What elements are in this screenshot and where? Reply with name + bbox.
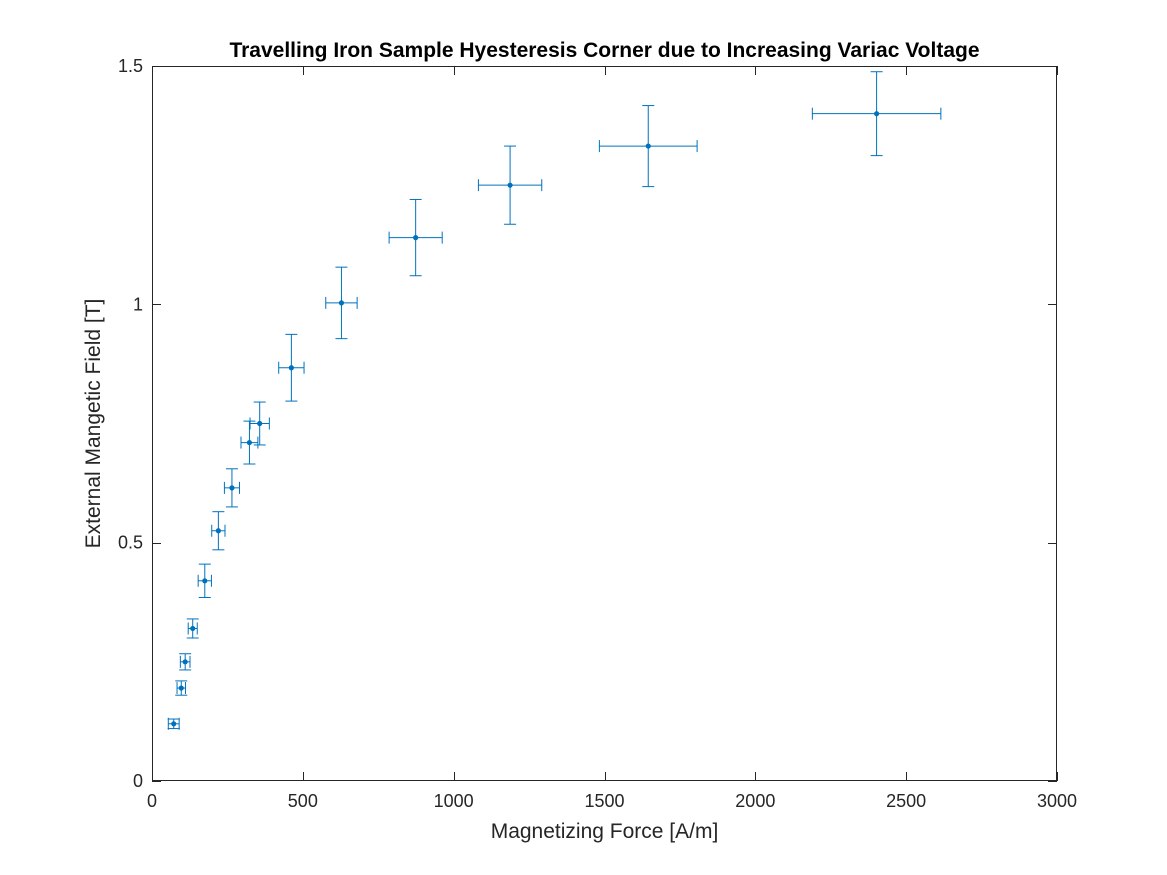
data-layer xyxy=(167,71,942,730)
data-marker xyxy=(178,685,184,691)
y-tick-label: 0 xyxy=(133,771,143,791)
data-marker xyxy=(645,143,651,149)
x-tick-label: 1000 xyxy=(434,791,474,811)
ticks-layer: 0 500 1000 1500 2000 2500 3000 0 0.5 1 1.5 xyxy=(118,56,1077,811)
data-point xyxy=(240,420,259,465)
x-axis-label: Magnetizing Force [A/m] xyxy=(491,820,719,843)
data-point xyxy=(249,401,270,446)
data-point xyxy=(179,653,192,671)
axes-box xyxy=(152,66,1057,781)
y-tick-label: 0.5 xyxy=(118,533,143,553)
axes-background xyxy=(152,66,1057,781)
data-point xyxy=(388,198,443,277)
data-marker xyxy=(171,721,177,727)
data-point xyxy=(167,717,180,730)
data-point xyxy=(223,468,240,508)
data-marker xyxy=(229,485,235,491)
data-marker xyxy=(202,578,208,584)
x-tick-label: 500 xyxy=(288,791,318,811)
x-tick-label: 0 xyxy=(147,791,157,811)
data-point xyxy=(278,333,305,402)
data-point xyxy=(186,618,199,639)
data-point xyxy=(477,145,543,225)
data-marker xyxy=(874,111,880,117)
data-marker xyxy=(257,420,263,427)
data-point xyxy=(197,563,212,598)
x-tick-label: 1500 xyxy=(584,791,624,811)
data-marker xyxy=(182,659,188,665)
data-point xyxy=(211,511,226,551)
data-point xyxy=(325,266,358,340)
x-tick-label: 2000 xyxy=(735,791,775,811)
y-axis-label: External Mangetic Field [T] xyxy=(82,299,105,549)
y-tick-label: 1.5 xyxy=(118,56,143,76)
x-tick-label: 3000 xyxy=(1037,791,1077,811)
data-marker xyxy=(338,300,345,306)
x-tick-label: 2500 xyxy=(886,791,926,811)
y-tick-label: 1 xyxy=(133,294,143,314)
data-marker xyxy=(215,528,221,534)
data-point xyxy=(175,680,188,696)
data-marker xyxy=(288,365,294,371)
data-marker xyxy=(413,235,419,241)
data-marker xyxy=(246,439,253,446)
chart-title: Travelling Iron Sample Hyesteresis Corne… xyxy=(229,39,979,62)
data-point xyxy=(811,71,942,157)
data-marker xyxy=(190,625,196,632)
data-marker xyxy=(507,182,513,188)
data-point xyxy=(598,105,698,188)
